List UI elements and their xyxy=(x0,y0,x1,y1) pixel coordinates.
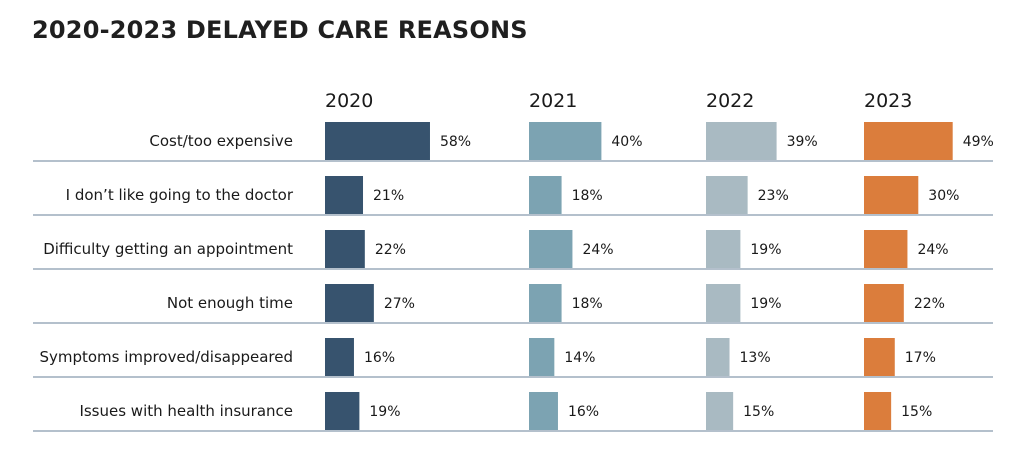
series-header-2021: 2021 xyxy=(529,90,577,112)
bar-2020 xyxy=(325,122,430,160)
bar-2020 xyxy=(325,230,365,268)
bar-2023 xyxy=(864,176,919,214)
data-label-2022: 19% xyxy=(750,242,781,258)
bar-2021 xyxy=(529,392,558,430)
data-label-2021: 40% xyxy=(611,134,642,150)
chart-title: 2020-2023 DELAYED CARE REASONS xyxy=(32,16,528,44)
bar-2020 xyxy=(325,338,354,376)
data-label-2023: 49% xyxy=(963,134,994,150)
bar-2022 xyxy=(706,122,777,160)
category-label: Cost/too expensive xyxy=(149,132,293,150)
data-label-2020: 22% xyxy=(375,242,406,258)
bar-2023 xyxy=(864,392,892,430)
bar-2021 xyxy=(529,176,562,214)
bar-2022 xyxy=(706,284,741,322)
data-label-2021: 18% xyxy=(572,188,603,204)
data-label-2020: 27% xyxy=(384,296,415,312)
category-label: Issues with health insurance xyxy=(79,402,293,420)
bar-2021 xyxy=(529,284,562,322)
bar-2023 xyxy=(864,338,895,376)
bar-2020 xyxy=(325,392,360,430)
data-label-2022: 23% xyxy=(758,188,789,204)
data-label-2021: 18% xyxy=(572,296,603,312)
data-label-2021: 14% xyxy=(564,350,595,366)
series-header-2020: 2020 xyxy=(325,90,373,112)
data-label-2022: 39% xyxy=(787,134,818,150)
bar-2021 xyxy=(529,338,555,376)
series-header-2023: 2023 xyxy=(864,90,912,112)
category-label: I don’t like going to the doctor xyxy=(66,186,294,204)
bar-2022 xyxy=(706,392,734,430)
category-label: Not enough time xyxy=(167,294,293,312)
data-label-2021: 24% xyxy=(582,242,613,258)
data-label-2023: 15% xyxy=(901,404,932,420)
data-label-2020: 21% xyxy=(373,188,404,204)
bar-2022 xyxy=(706,176,748,214)
data-label-2023: 22% xyxy=(914,296,945,312)
data-label-2022: 13% xyxy=(740,350,771,366)
data-label-2022: 19% xyxy=(750,296,781,312)
data-label-2023: 17% xyxy=(905,350,936,366)
bar-2020 xyxy=(325,176,364,214)
data-label-2023: 30% xyxy=(928,188,959,204)
bar-2022 xyxy=(706,338,730,376)
data-label-2023: 24% xyxy=(917,242,948,258)
data-label-2021: 16% xyxy=(568,404,599,420)
bar-2022 xyxy=(706,230,741,268)
bar-2021 xyxy=(529,122,602,160)
data-label-2022: 15% xyxy=(743,404,774,420)
data-label-2020: 19% xyxy=(369,404,400,420)
bar-2023 xyxy=(864,230,908,268)
bar-2023 xyxy=(864,122,953,160)
bar-2020 xyxy=(325,284,374,322)
data-label-2020: 16% xyxy=(364,350,395,366)
bar-2021 xyxy=(529,230,573,268)
series-header-2022: 2022 xyxy=(706,90,754,112)
category-label: Symptoms improved/disappeared xyxy=(39,348,293,366)
category-label: Difficulty getting an appointment xyxy=(43,240,293,258)
data-label-2020: 58% xyxy=(440,134,471,150)
bar-2023 xyxy=(864,284,904,322)
